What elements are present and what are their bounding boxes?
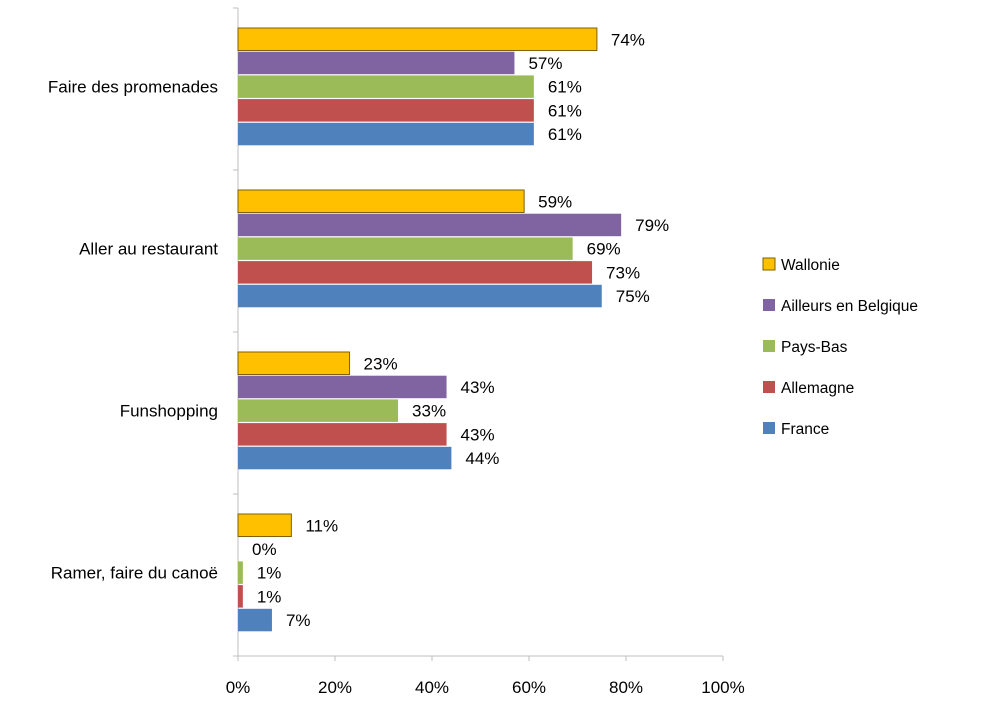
category-label: Faire des promenades — [48, 78, 218, 97]
x-tick-label: 20% — [318, 678, 352, 696]
data-label: 61% — [548, 78, 582, 97]
legend: Wallonie Ailleurs en Belgique Pays-Bas Alle… — [762, 257, 918, 438]
legend-label: Wallonie — [781, 257, 840, 274]
data-label: 61% — [548, 125, 582, 144]
data-label: 79% — [635, 216, 669, 235]
bar — [238, 99, 534, 122]
data-label: 33% — [412, 402, 446, 421]
category-label: Ramer, faire du canoë — [51, 564, 218, 583]
bar — [238, 122, 534, 146]
bar — [238, 284, 602, 308]
legend-swatch — [763, 381, 775, 393]
data-label: 44% — [465, 449, 499, 468]
x-tick-label: 80% — [609, 678, 643, 696]
data-label: 1% — [257, 587, 282, 606]
bar — [238, 75, 534, 98]
data-label: 43% — [461, 378, 495, 397]
legend-swatch — [762, 257, 776, 271]
data-label: 61% — [548, 101, 582, 120]
bar — [238, 561, 243, 584]
bar — [238, 375, 447, 399]
legend-label: Allemagne — [781, 380, 854, 397]
bar — [238, 399, 399, 422]
x-tick-label: 0% — [226, 678, 251, 696]
bar — [238, 213, 622, 237]
data-label: 23% — [364, 354, 398, 373]
axes-layer: 0% 20% 40% 60% 80% 100% Faire des promenades Al… — [48, 7, 745, 697]
bar — [238, 237, 573, 260]
data-label: 1% — [257, 564, 282, 583]
bar — [237, 351, 351, 375]
category-label: Funshopping — [120, 402, 218, 421]
legend-label: France — [781, 421, 829, 438]
category-label: Aller au restaurant — [79, 240, 218, 259]
bar — [238, 608, 272, 632]
bar — [238, 261, 593, 284]
data-label: 59% — [538, 192, 572, 211]
x-tick-label: 100% — [701, 678, 744, 696]
x-tick-label: 40% — [415, 678, 449, 696]
bar — [238, 423, 447, 446]
x-tick-label: 60% — [512, 678, 546, 696]
bar — [237, 513, 292, 537]
labels-layer: 74% 57% 61% 61% 61% 59% 79% 69% 73% 75% 23% 43% 33% 4… — [252, 30, 669, 630]
data-label: 7% — [286, 611, 311, 630]
legend-swatch — [763, 340, 775, 352]
data-label: 11% — [305, 516, 338, 535]
data-label: 75% — [616, 287, 650, 306]
legend-swatch — [763, 422, 775, 434]
legend-label: Pays-Bas — [781, 339, 848, 356]
legend-swatch — [763, 299, 775, 311]
data-label: 69% — [587, 240, 621, 259]
data-label: 0% — [252, 540, 277, 559]
bar — [238, 446, 452, 470]
data-label: 74% — [611, 30, 645, 49]
bar — [238, 51, 515, 75]
data-label: 43% — [461, 425, 495, 444]
bars-layer — [237, 27, 622, 632]
bar — [238, 585, 243, 608]
bar — [237, 27, 598, 51]
data-label: 73% — [606, 263, 640, 282]
legend-label: Ailleurs en Belgique — [781, 298, 918, 315]
data-label: 57% — [528, 54, 562, 73]
bar — [237, 189, 525, 213]
